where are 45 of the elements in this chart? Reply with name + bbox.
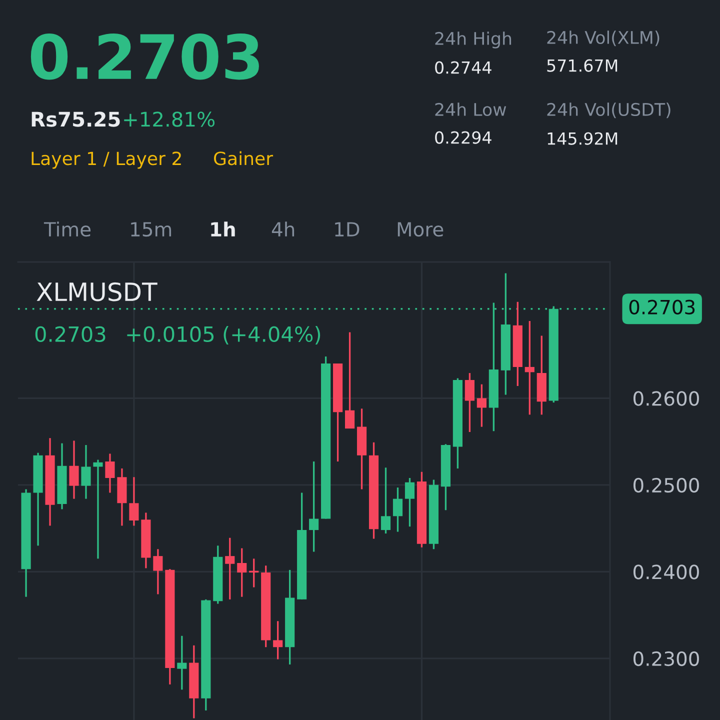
text: Rs75.25 [32, 112, 120, 127]
candlestick [153, 548, 163, 596]
text: +12.81% [124, 112, 215, 127]
candlestick [344, 331, 355, 430]
candlestick [464, 372, 474, 433]
candlestick [380, 466, 391, 534]
ref-line-label: 0.2703 [629, 300, 695, 314]
text: Layer 1 / Layer 2 [32, 152, 181, 169]
text: 0.2703 [35, 326, 106, 342]
candlestick [177, 635, 187, 690]
text: 24h High [435, 32, 512, 48]
candlestick [69, 440, 79, 500]
text: 1D [335, 222, 360, 236]
candlestick [93, 458, 103, 560]
candlestick [225, 537, 235, 600]
text: 145.92M [548, 132, 618, 145]
text: More [398, 222, 444, 237]
text: 24h Vol(USDT) [547, 102, 670, 118]
text: 1h [211, 222, 235, 236]
text: 571.67M [547, 59, 618, 72]
candlestick [129, 476, 139, 527]
y-tick-label: 0.2400 [634, 564, 699, 580]
text: 0.2294 [435, 131, 492, 144]
y-tick-label: 0.2600 [634, 391, 699, 406]
candlestick [81, 444, 91, 500]
text: 4h [272, 222, 294, 236]
text: 0.2744 [435, 61, 492, 74]
text: XLMUSDT [36, 282, 158, 302]
candlestick [309, 460, 319, 553]
text: 24h Vol(XLM) [547, 30, 660, 46]
y-tick-label: 0.2500 [634, 478, 699, 493]
candlestick [524, 320, 534, 416]
annotation: +0.0105 (+4.04%) [127, 326, 320, 344]
candlestick [237, 547, 247, 598]
text: 15m [131, 222, 172, 237]
text: 0.2703 [30, 34, 259, 80]
candlestick [476, 383, 486, 428]
candlestick [273, 620, 283, 660]
y-tick-label: 0.2300 [634, 651, 699, 666]
text: Gainer [214, 151, 274, 166]
text: 24h Low [435, 102, 506, 116]
candlestick [392, 486, 403, 533]
candlestick [105, 452, 115, 494]
text: Time [44, 222, 91, 237]
candlestick [404, 477, 415, 528]
